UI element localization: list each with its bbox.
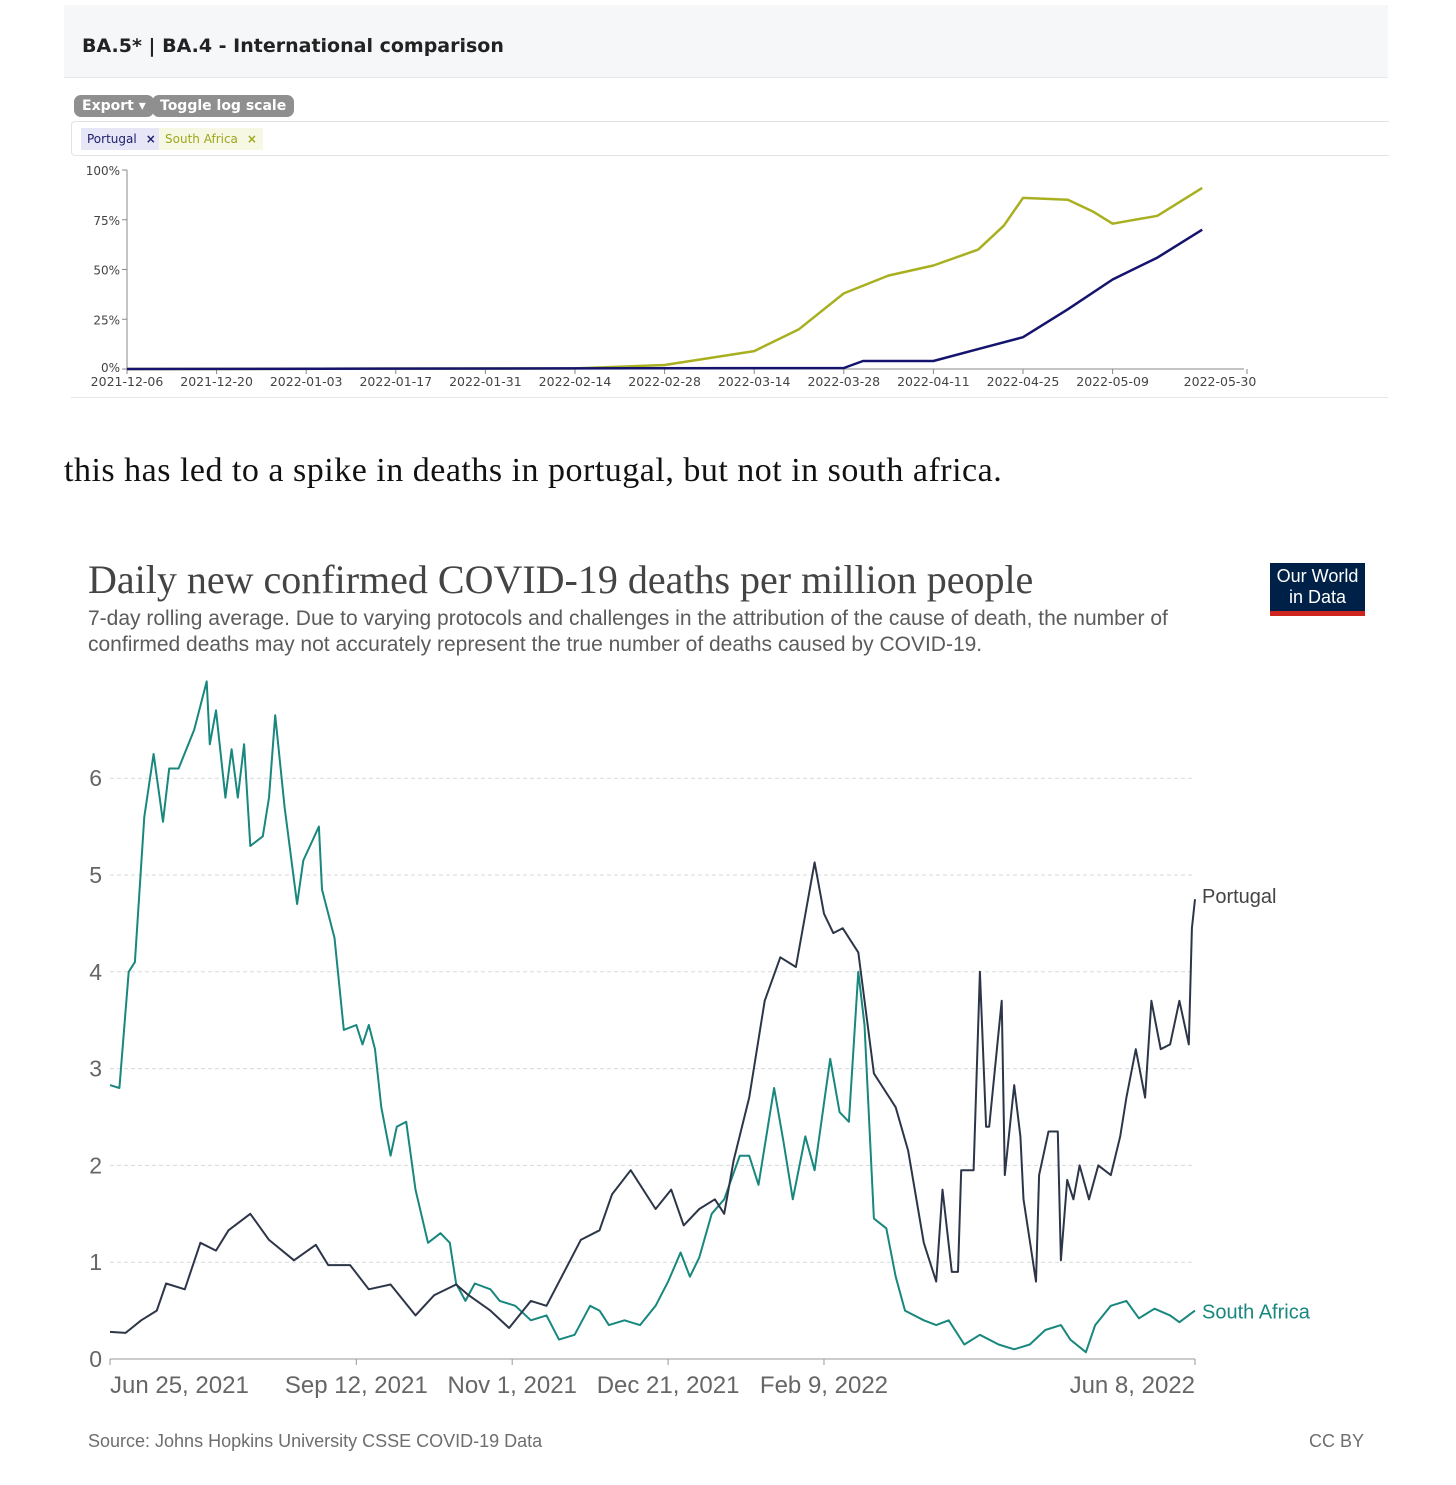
y-tick-label: 75% (93, 214, 120, 228)
deaths-chart: 0 1 2 3 4 5 6 Jun 25, 2021 Sep 12, 2021 Nov 1, 20… (89, 680, 1311, 1399)
x-tick-label: Jun 25, 2021 (110, 1372, 249, 1399)
x-tick-label: 2022-01-17 (359, 374, 432, 389)
tag-label: South Africa (165, 132, 238, 146)
panel-title: BA.5* | BA.4 - International comparison (82, 35, 504, 57)
export-button[interactable]: Export ▾ (74, 95, 154, 117)
body-text: this has led to a spike in deaths in por… (64, 452, 1003, 489)
y-tick-label: 3 (89, 1056, 102, 1082)
tag-south-africa: South Africa × (159, 128, 263, 150)
license-link[interactable]: CC BY (1308, 1431, 1364, 1451)
y-tick-label: 6 (89, 765, 102, 791)
x-tick-label: 2022-04-11 (897, 374, 970, 389)
owid-logo[interactable]: Our World in Data (1270, 563, 1365, 616)
x-tick-label: Dec 21, 2021 (597, 1372, 740, 1399)
x-tick-label: 2022-05-30 (1184, 374, 1257, 389)
x-tick-label: Feb 9, 2022 (760, 1372, 888, 1399)
x-tick-label: 2022-01-03 (270, 374, 343, 389)
series-line-portugal (109, 861, 1196, 1334)
x-tick-label: 2021-12-06 (91, 374, 164, 389)
logo-line: in Data (1288, 587, 1347, 607)
x-tick-label: 2021-12-20 (180, 374, 253, 389)
panel-header: BA.5* | BA.4 - International comparison (64, 5, 1388, 78)
y-tick-label: 0 (89, 1346, 102, 1372)
series-label-portugal: Portugal (1202, 886, 1277, 908)
remove-icon[interactable]: × (246, 132, 257, 146)
y-tick-label: 4 (89, 959, 102, 985)
x-tick-label: 2022-03-28 (807, 374, 880, 389)
toggle-log-scale-button[interactable]: Toggle log scale (152, 95, 295, 117)
series-line-south-africa (126, 186, 1203, 371)
x-tick-label: 2022-02-28 (628, 374, 701, 389)
y-tick-label: 0% (101, 361, 120, 375)
x-tick-label: Nov 1, 2021 (447, 1372, 576, 1399)
y-tick-label: 2 (89, 1152, 102, 1178)
variant-share-chart: 0% 25% 50% 75% 100% 2021-12-06 2021-12-20 2022-… (86, 164, 1257, 389)
y-tick-label: 1 (89, 1249, 102, 1275)
logo-line: Our World (1276, 566, 1359, 586)
y-tick-label: 50% (93, 264, 120, 278)
x-tick-label: Sep 12, 2021 (285, 1372, 428, 1399)
series-line-south-africa (109, 680, 1196, 1354)
chart-title: Daily new confirmed COVID-19 deaths per … (88, 557, 1034, 602)
y-tick-label: 25% (93, 313, 120, 327)
source-note: Source: Johns Hopkins University CSSE CO… (88, 1431, 543, 1451)
x-tick-label: 2022-04-25 (987, 374, 1060, 389)
divider (71, 397, 1388, 398)
x-tick-label: 2022-03-14 (718, 374, 791, 389)
series-line-portugal (126, 228, 1203, 371)
y-tick-label: 5 (89, 862, 102, 888)
country-selector[interactable]: Portugal × South Africa × (71, 121, 1389, 156)
series-label-south-africa: South Africa (1202, 1302, 1311, 1324)
x-tick-label: Jun 8, 2022 (1070, 1372, 1195, 1399)
y-tick-label: 100% (86, 164, 120, 178)
x-tick-label: 2022-02-14 (539, 374, 612, 389)
tag-label: Portugal (87, 132, 137, 146)
tag-portugal: Portugal × (81, 128, 162, 150)
chart-subtitle: 7-day rolling average. Due to varying pr… (88, 607, 1168, 656)
remove-icon[interactable]: × (145, 132, 156, 146)
x-tick-label: 2022-01-31 (449, 374, 522, 389)
x-tick-label: 2022-05-09 (1076, 374, 1149, 389)
